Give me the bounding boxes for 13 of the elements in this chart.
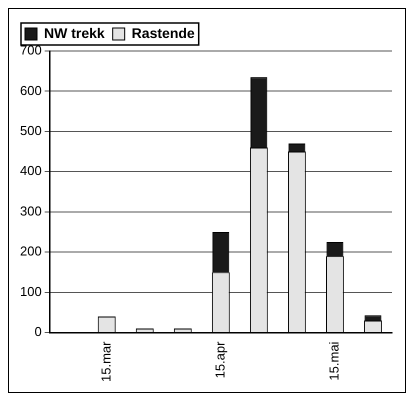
y-tick-label: 300	[20, 203, 42, 218]
y-tick-label: 0	[34, 324, 42, 340]
x-tick-label: 15.apr	[212, 340, 228, 378]
y-tick-label: 100	[20, 284, 42, 299]
legend-label: NW trekk	[44, 24, 105, 41]
y-tick-label: 700	[20, 42, 42, 58]
x-tick-label: 15.mar	[98, 340, 114, 382]
y-tick-label: 500	[20, 123, 42, 138]
legend-label: Rastende	[132, 24, 195, 41]
y-tick-label: 200	[20, 244, 42, 259]
y-tick-label: 400	[20, 163, 42, 178]
y-tick-label: 600	[20, 82, 42, 98]
x-tick-label: 15.mai	[326, 341, 342, 381]
